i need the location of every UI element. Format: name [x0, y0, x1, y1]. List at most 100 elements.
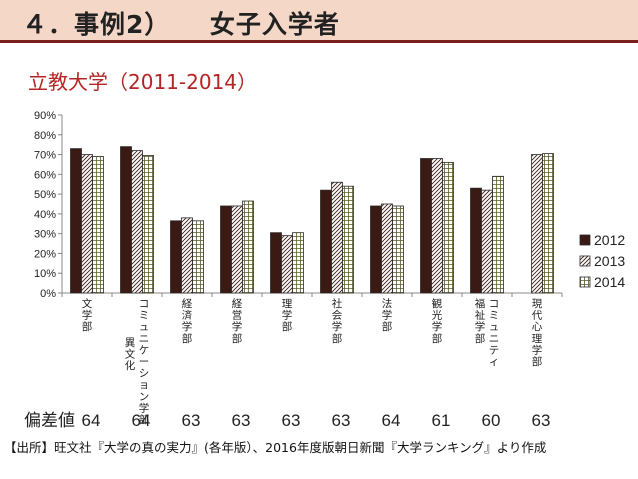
deviation-value: 63 — [232, 411, 251, 430]
category-label-char: 学 — [282, 309, 293, 322]
category-label-char: 現 — [532, 298, 543, 310]
bar-2012-4 — [270, 232, 282, 294]
category-label-char: 理 — [532, 333, 543, 345]
bar-2012-2 — [170, 220, 182, 294]
category-label-char: 部 — [332, 332, 343, 345]
y-tick-label: 90% — [34, 110, 56, 122]
y-tick-label: 10% — [34, 268, 56, 280]
category-label-char: 部 — [432, 332, 443, 345]
bar-2013-4 — [281, 235, 293, 294]
bar-2013-5 — [331, 181, 343, 294]
category-label-char: 光 — [432, 309, 443, 322]
chart-subtitle: 立教大学（2011-2014） — [28, 70, 258, 94]
category-label-char: 文 — [82, 297, 93, 310]
source-note: 【出所】旺文社『大学の真の実力』(各年版）、2016年度版朝日新聞『大学ランキン… — [4, 440, 547, 455]
bar-2014-7 — [442, 162, 454, 294]
category-label-char: ュ — [489, 321, 500, 333]
slide-title: ４．事例2） 女子入学者 — [22, 10, 340, 39]
category-label-char: 代 — [532, 310, 543, 322]
bar-2013-6 — [381, 203, 393, 294]
bar-2012-6 — [370, 205, 382, 294]
bar-2014-3 — [242, 200, 254, 294]
category-label-char: ー — [139, 356, 150, 368]
category-label-char: コ — [139, 298, 150, 310]
category-label-char: 部 — [232, 332, 243, 345]
category-label-char: ョ — [139, 379, 150, 391]
deviation-value: 63 — [532, 411, 551, 430]
category-label-char: 観 — [432, 297, 443, 310]
bar-2012-8 — [470, 187, 482, 294]
category-label-char: ケ — [139, 344, 150, 356]
y-tick-label: 80% — [34, 130, 56, 142]
bar-2013-3 — [231, 205, 243, 294]
bar-2012-0 — [70, 148, 82, 294]
category-label-char: 学 — [532, 343, 543, 356]
bar-2014-2 — [192, 220, 204, 294]
bar-2013-1 — [131, 150, 143, 294]
y-tick-label: 50% — [34, 189, 56, 201]
category-label-char: ニ — [139, 333, 150, 345]
deviation-value: 60 — [482, 411, 501, 430]
bar-2012-1 — [120, 146, 132, 294]
category-label-char: 心 — [532, 321, 543, 333]
category-label-char: 学 — [332, 320, 343, 333]
category-label-char: 部 — [382, 320, 393, 333]
y-tick-label: 30% — [34, 229, 56, 241]
legend-swatch-2014 — [579, 276, 591, 288]
category-label-char: 学 — [382, 309, 393, 322]
legend-swatch-2013 — [579, 255, 591, 267]
category-label-char: 学 — [139, 401, 150, 414]
bar-2013-8 — [481, 189, 493, 294]
bar-2014-1 — [142, 155, 154, 294]
deviation-value: 64 — [132, 411, 151, 430]
bar-2012-7 — [420, 158, 432, 294]
category-label-char: 学 — [232, 320, 243, 333]
deviation-value: 64 — [82, 411, 101, 430]
bar-2014-6 — [392, 205, 404, 294]
deviation-value: 63 — [182, 411, 201, 430]
category-label-secondary-char: 祉 — [475, 310, 486, 322]
category-label-char: 会 — [332, 309, 343, 322]
category-label-char: 済 — [182, 309, 193, 322]
bar-2013-9 — [531, 154, 543, 294]
category-label-secondary-char: 福 — [475, 297, 486, 310]
bar-2013-0 — [81, 154, 93, 294]
category-label-secondary-char: 文 — [125, 348, 136, 361]
bar-2013-2 — [181, 217, 193, 294]
deviation-value: 63 — [332, 411, 351, 430]
category-label-char: シ — [139, 368, 150, 380]
category-label-char: 営 — [232, 309, 243, 322]
bar-2013-7 — [431, 158, 443, 294]
category-label-char: 学 — [182, 320, 193, 333]
legend-label-2013: 2013 — [594, 253, 625, 269]
legend-label-2014: 2014 — [594, 274, 625, 290]
category-label-char: ミ — [489, 310, 500, 322]
category-label-char: 部 — [282, 320, 293, 333]
bar-2012-3 — [220, 205, 232, 294]
y-tick-label: 40% — [34, 209, 56, 221]
category-label-char: 学 — [82, 309, 93, 322]
bar-2014-8 — [492, 175, 504, 294]
deviation-label: 偏差値 — [24, 411, 75, 431]
category-label-char: ュ — [139, 321, 150, 333]
header-bar — [0, 0, 638, 43]
category-label-char: 理 — [282, 298, 293, 310]
category-label-char: 経 — [232, 297, 243, 310]
bar-2014-4 — [292, 232, 304, 294]
category-label-char: テ — [489, 344, 500, 356]
legend-swatch-2012 — [579, 234, 591, 246]
category-label-char: ン — [139, 391, 150, 403]
deviation-value: 61 — [432, 411, 451, 430]
bar-2012-5 — [320, 189, 332, 294]
y-tick-label: 20% — [34, 248, 56, 260]
legend-label-2012: 2012 — [594, 232, 625, 248]
bar-2014-9 — [542, 153, 554, 294]
category-label-char: 経 — [182, 297, 193, 310]
category-label-char: 法 — [382, 297, 393, 310]
category-label-char: 部 — [139, 413, 150, 426]
y-tick-label: 70% — [34, 150, 56, 162]
y-tick-label: 60% — [34, 169, 56, 181]
category-label-char: 部 — [182, 332, 193, 345]
category-label-secondary-char: 学 — [475, 320, 486, 333]
